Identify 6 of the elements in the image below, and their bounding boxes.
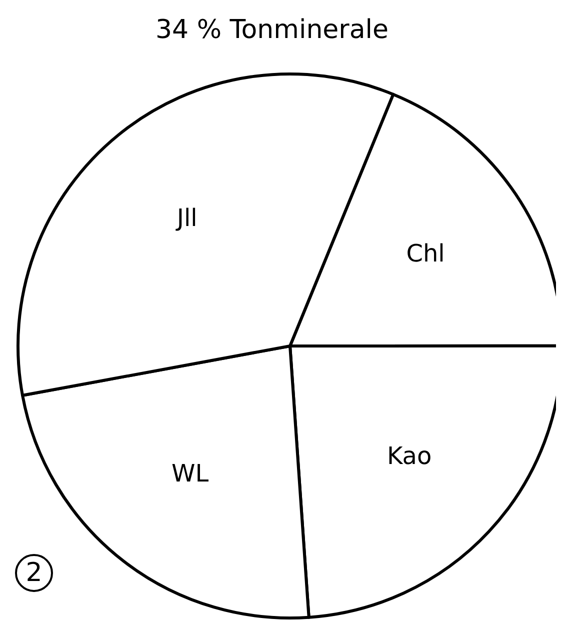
text: 2 <box>26 558 42 588</box>
slice-label: Chl <box>406 240 445 268</box>
slice-label: WL <box>171 460 210 488</box>
chart-title: 34 % Tonminerale <box>155 15 389 45</box>
slice-label: Jll <box>174 204 198 232</box>
slice-label: Kao <box>387 442 432 470</box>
